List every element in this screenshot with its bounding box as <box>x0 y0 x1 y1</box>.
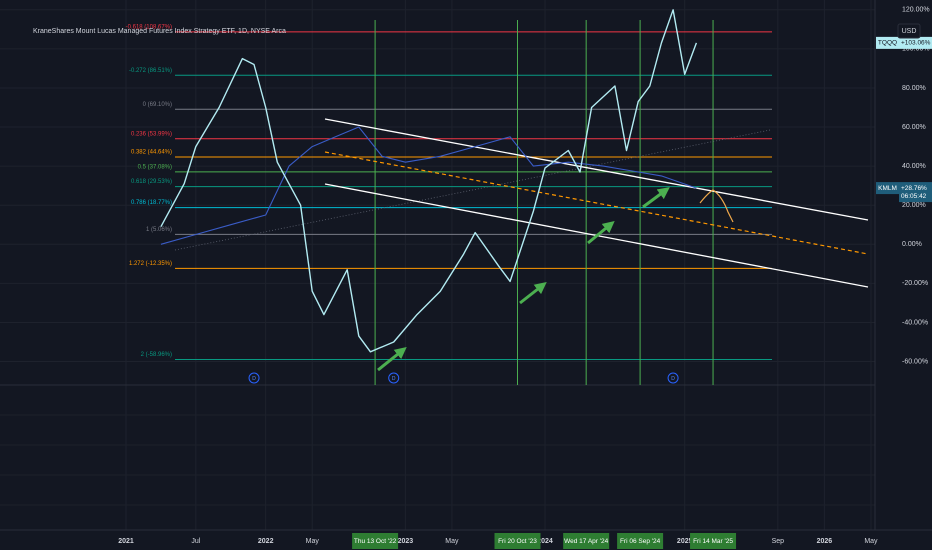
overlay: 120.00% 100.00% 80.00% 60.00% 40.00% 20.00% 0.… <box>118 7 932 549</box>
marker-date-box <box>352 533 399 549</box>
arrow <box>377 347 407 372</box>
x-tick-label: 2026 <box>817 538 833 545</box>
marker-date: Wed 17 Apr '24 <box>564 538 609 545</box>
y-tick-label: 100.00% <box>902 46 930 53</box>
fib-levels: -0.618 (108.67%) -0.272 (86.51%) 0 (69.10%… <box>126 20 772 385</box>
y-tick-label: 80.00% <box>902 85 926 92</box>
dividend-marker[interactable] <box>248 372 260 384</box>
fib-label: 1.272 (-12.35%) <box>129 261 172 267</box>
arrow <box>587 220 615 245</box>
fib-label: 0.618 (29.53%) <box>131 179 172 185</box>
last-value-box <box>899 36 932 49</box>
fib-label: 0.5 (37.08%) <box>138 164 172 170</box>
y-tick-label: 0.00% <box>902 241 922 248</box>
x-tick-label: May <box>445 538 459 545</box>
dividend-label[interactable]: D <box>252 376 256 382</box>
arrow <box>642 187 670 209</box>
series-name-box <box>876 36 899 49</box>
price-line <box>160 9 698 353</box>
currency[interactable]: USD <box>902 28 917 35</box>
last-value-box <box>899 182 932 203</box>
dividend-label[interactable]: D <box>671 376 675 382</box>
y-tick-label: 60.00% <box>902 124 926 131</box>
drawings <box>174 118 869 372</box>
marker-date: Thu 13 Oct '22 <box>354 538 397 545</box>
fib-label: -0.618 (108.67%) <box>126 24 172 30</box>
x-tick-label: Sep <box>772 538 785 545</box>
x-tick-label: 2021 <box>118 538 134 545</box>
y-tick-label: -60.00% <box>902 358 928 365</box>
x-tick-label: 2024 <box>537 538 553 545</box>
marker-date: Fri 06 Sep '24 <box>620 538 661 545</box>
fib-label: 0.236 (53.99%) <box>131 131 172 137</box>
y-tick-label: 120.00% <box>902 7 930 14</box>
x-tick-label: May <box>864 538 878 545</box>
lower-pane <box>0 0 932 531</box>
x-tick-label: Jul <box>191 538 200 545</box>
arrow <box>519 282 547 305</box>
fib-label: 0.382 (44.64%) <box>131 150 172 156</box>
fib-label: 0 (69.10%) <box>143 102 172 108</box>
currency-box[interactable] <box>897 23 921 39</box>
trend-line <box>174 129 771 251</box>
marker-date-box <box>494 533 541 549</box>
dividend-marker[interactable] <box>388 372 400 384</box>
x-tick-label: May <box>306 538 320 545</box>
fib-label: -0.272 (86.51%) <box>129 68 172 74</box>
marker-date: Fri 14 Mar '25 <box>693 538 733 545</box>
last-value: +103.06% <box>901 40 931 47</box>
y-tick-label: -20.00% <box>902 280 928 287</box>
series-name: TQQQ <box>878 40 897 47</box>
fib-label: 0.786 (18.77%) <box>131 200 172 206</box>
projection <box>699 189 734 223</box>
x-tick-label: 2025 <box>677 538 693 545</box>
marker-date: Fri 20 Oct '23 <box>498 538 537 545</box>
y-tick-label: 40.00% <box>902 163 926 170</box>
y-tick-label: 20.00% <box>902 202 926 209</box>
marker-date-box <box>690 533 737 549</box>
y-tick-label: -40.00% <box>902 319 928 326</box>
channel-mid <box>324 151 869 255</box>
marker-date-box <box>617 533 664 549</box>
countdown: 06:05:42 <box>901 193 927 200</box>
chart-title: KraneShares Mount Lucas Managed Futures … <box>33 28 286 35</box>
channel-upper <box>324 118 869 221</box>
x-tick-label: 2022 <box>258 538 274 545</box>
fib-label: 1 (5.06%) <box>146 227 172 233</box>
fib-label: 2 (-58.96%) <box>141 352 172 358</box>
last-value: +28.76% <box>901 185 927 192</box>
series-name: KMLM <box>878 185 897 192</box>
price-line <box>160 126 697 245</box>
series-name-box <box>876 182 899 195</box>
dividend-label[interactable]: D <box>392 376 396 382</box>
dividend-marker[interactable] <box>667 372 679 384</box>
marker-date-box <box>563 533 610 549</box>
x-tick-label: 2023 <box>398 538 414 545</box>
series <box>160 9 698 353</box>
